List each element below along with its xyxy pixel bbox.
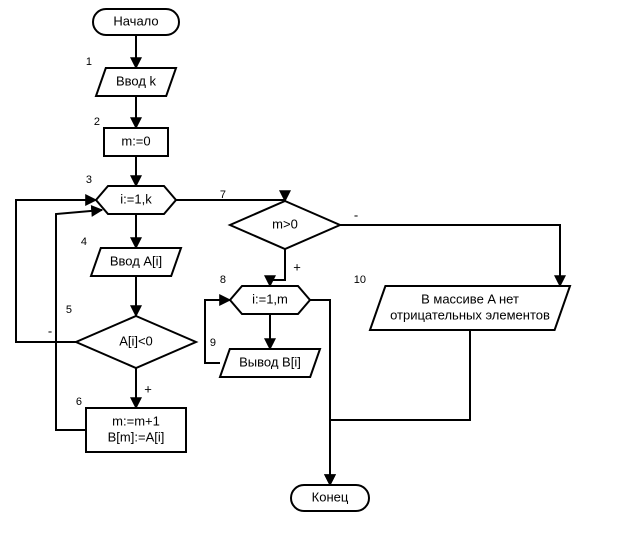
step-number: 3 [86, 174, 92, 186]
node-label: B[m]:=A[i] [108, 429, 165, 444]
step-number: 4 [81, 236, 87, 248]
edge [270, 249, 285, 286]
node-label: Ввод k [116, 73, 157, 88]
step-number: 10 [354, 274, 366, 286]
edge [176, 200, 285, 201]
nodes-layer: Начало Ввод k 1 m:=0 2 i:=1,k 3 Ввод A[i] 4 A[i]<… [66, 9, 570, 511]
node-n1: Ввод k 1 [86, 56, 176, 96]
node-label: В массиве A нет [421, 291, 519, 306]
node-n9: Вывод B[i] 9 [210, 337, 320, 377]
flowchart-canvas: + - + - Начало Ввод k 1 m:=0 2 i:=1,k 3 Ввод A[i] 4… [0, 0, 620, 538]
node-label: m:=m+1 [112, 413, 160, 428]
node-label: m>0 [272, 216, 298, 231]
node-n5: A[i]<0 5 [66, 304, 196, 368]
node-label: отрицательных элементов [390, 307, 550, 322]
node-n10: В массиве A нетотрицательных элементов 10 [354, 274, 570, 330]
node-n8: i:=1,m 8 [220, 274, 310, 314]
edge [330, 330, 470, 485]
node-label: Вывод B[i] [239, 354, 301, 369]
step-number: 5 [66, 304, 72, 316]
node-end: Конец [291, 485, 369, 511]
edge [340, 225, 560, 286]
node-label: m:=0 [121, 133, 150, 148]
node-n3: i:=1,k 3 [86, 174, 176, 214]
edge-label: + [144, 381, 152, 396]
node-n4: Ввод A[i] 4 [81, 236, 181, 276]
node-label: Начало [113, 13, 158, 28]
node-label: Ввод A[i] [110, 253, 162, 268]
node-label: i:=1,m [252, 291, 288, 306]
node-label: Конец [312, 489, 349, 504]
node-start: Начало [93, 9, 179, 35]
node-n2: m:=0 2 [94, 116, 168, 156]
step-number: 2 [94, 116, 100, 128]
step-number: 9 [210, 337, 216, 349]
node-label: A[i]<0 [119, 333, 153, 348]
step-number: 1 [86, 56, 92, 68]
step-number: 7 [220, 189, 226, 201]
step-number: 6 [76, 396, 82, 408]
edge-label: - [48, 323, 52, 338]
edge-label: - [354, 207, 358, 222]
edge [205, 300, 230, 363]
step-number: 8 [220, 274, 226, 286]
node-n7: m>0 7 [220, 189, 340, 249]
edge-label: + [293, 259, 301, 274]
node-n6: m:=m+1B[m]:=A[i] 6 [76, 396, 186, 452]
edge [310, 300, 330, 485]
node-label: i:=1,k [120, 191, 152, 206]
